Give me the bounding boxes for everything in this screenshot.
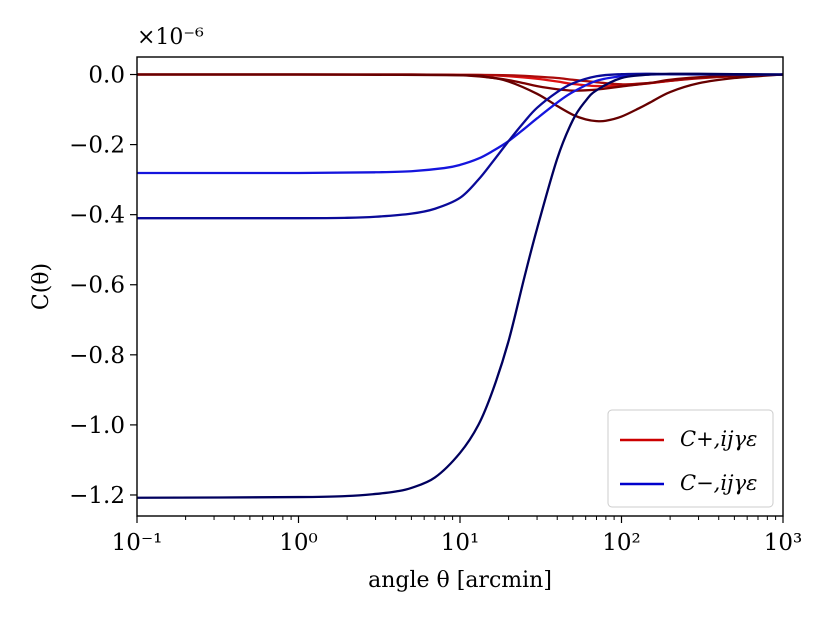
y-offset-label: ×10⁻⁶ [137,25,204,50]
x-tick-label-2: 10¹ [441,530,480,556]
series-line-4 [136,72,784,175]
y-tick-label-5: −1.0 [69,413,125,439]
series-line-5 [136,72,783,220]
x-tick-label-3: 10² [602,530,641,556]
y-tick-label-1: −0.2 [69,133,125,159]
x-tick-label-4: 10³ [764,530,803,556]
series-line-3 [136,73,784,123]
legend: C+,ijγε C−,ijγε [607,409,774,508]
y-tick-label-6: −1.2 [69,483,125,509]
y-tick-label-2: −0.4 [69,203,125,229]
series-line-6 [136,72,784,499]
y-tick-label-4: −0.8 [69,343,125,369]
legend-label-0: C+,ijγε [680,427,757,451]
legend-label-1: C−,ijγε [680,471,757,495]
y-axis-label: C(θ) [29,263,54,310]
series-line-2 [137,73,784,92]
tick-layer: 10⁻¹ 10⁰ 10¹ 10² 10³ 0.0 −0.2 −0.4 −0.6 −0.8 −1.0 −… [69,63,802,556]
x-tick-label-1: 10⁰ [279,530,318,556]
x-tick-label-0: 10⁻¹ [112,530,163,556]
y-tick-label-3: −0.6 [69,273,125,299]
series-layer [136,72,784,499]
y-tick-label-0: 0.0 [88,63,125,89]
x-axis-label: angle θ [arcmin] [368,568,552,593]
